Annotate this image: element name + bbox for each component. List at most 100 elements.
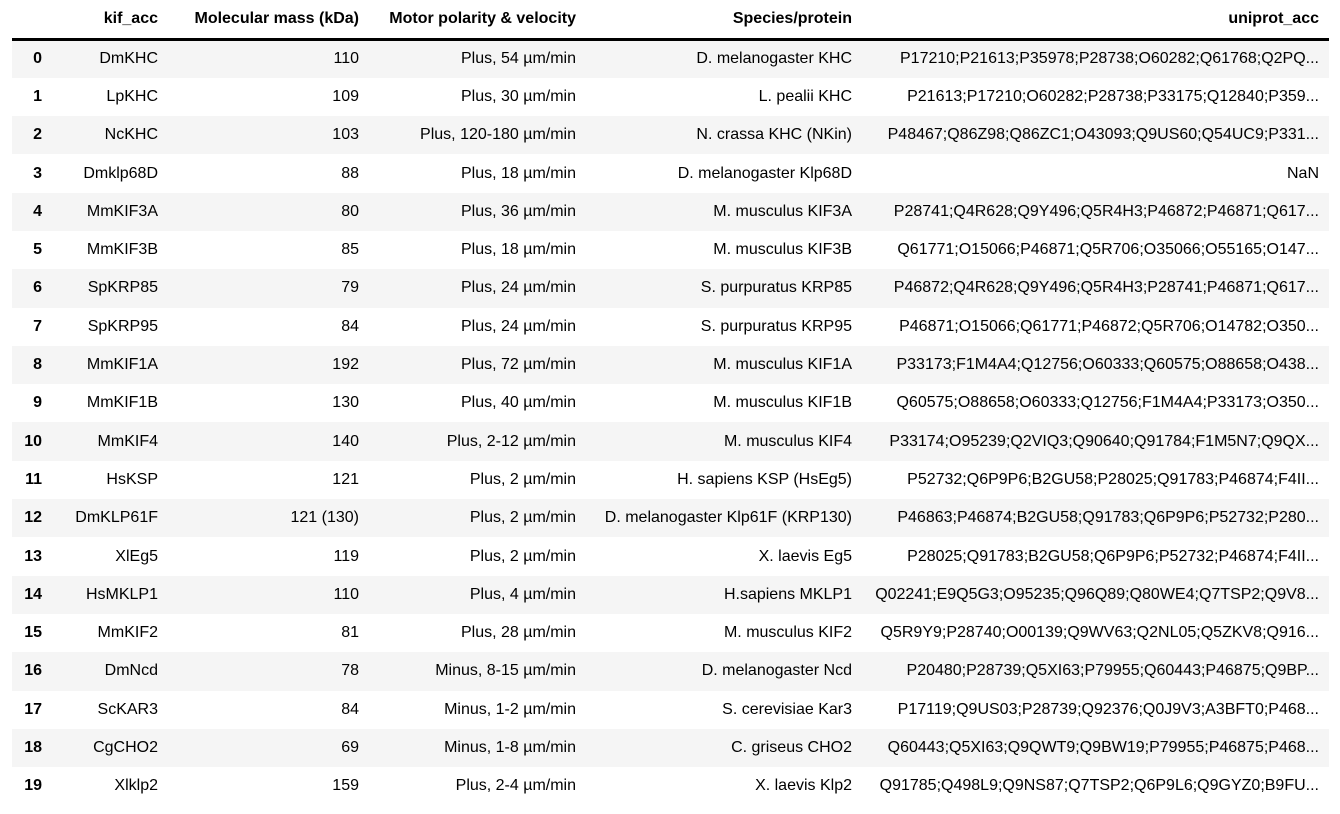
cell-species-protein: X. laevis Eg5 — [758, 547, 852, 565]
cell-molecular-mass: 79 — [341, 279, 359, 297]
cell-uniprot-acc: P17119;Q9US03;P28739;Q92376;Q0J9V3;A3BFT… — [897, 700, 1319, 718]
row-index: 12 — [24, 509, 42, 527]
cell-uniprot-acc: P33173;F1M4A4;Q12756;O60333;Q60575;O8865… — [896, 356, 1319, 374]
row-index: 7 — [33, 317, 42, 335]
table-row: 13 XlEg5 119 Plus, 2 µm/min X. laevis Eg5 P28… — [12, 537, 1329, 575]
cell-kif-acc: CgCHO2 — [93, 738, 158, 756]
cell-species-protein: M. musculus KIF3A — [713, 202, 852, 220]
row-index: 13 — [24, 547, 42, 565]
table-row: 5 MmKIF3B 85 Plus, 18 µm/min M. musculus KIF… — [12, 231, 1329, 269]
cell-motor-polarity: Plus, 2 µm/min — [469, 547, 576, 565]
column-header-species-protein: Species/protein — [586, 0, 862, 41]
row-index: 5 — [33, 241, 42, 259]
cell-species-protein: X. laevis Klp2 — [755, 777, 852, 795]
row-index: 17 — [24, 700, 42, 718]
cell-molecular-mass: 119 — [333, 547, 359, 565]
cell-motor-polarity: Plus, 54 µm/min — [460, 50, 576, 68]
cell-species-protein: C. griseus CHO2 — [731, 738, 852, 756]
cell-species-protein: M. musculus KIF4 — [723, 432, 852, 450]
cell-kif-acc: LpKHC — [106, 87, 158, 105]
cell-molecular-mass: 103 — [332, 126, 359, 144]
cell-kif-acc: DmKHC — [99, 50, 158, 68]
cell-molecular-mass: 192 — [332, 356, 359, 374]
column-header-uniprot-acc: uniprot_acc — [862, 0, 1329, 41]
table-row: 10 MmKIF4 140 Plus, 2-12 µm/min M. musculus … — [12, 422, 1329, 461]
cell-species-protein: D. melanogaster Klp68D — [677, 164, 852, 182]
cell-motor-polarity: Plus, 24 µm/min — [460, 317, 576, 335]
table-header: kif_acc Molecular mass (kDa) Motor polar… — [12, 0, 1329, 41]
cell-uniprot-acc: P28025;Q91783;B2GU58;Q6P9P6;P52732;P4687… — [907, 547, 1319, 565]
cell-motor-polarity: Plus, 30 µm/min — [460, 87, 576, 105]
table-row: 12 DmKLP61F 121 (130) Plus, 2 µm/min D. mela… — [12, 499, 1329, 538]
cell-uniprot-acc: P20480;P28739;Q5XI63;P79955;Q60443;P4687… — [906, 662, 1319, 680]
cell-kif-acc: NcKHC — [104, 126, 158, 144]
table-row: 18 CgCHO2 69 Minus, 1-8 µm/min C. griseus CH… — [12, 728, 1329, 768]
cell-kif-acc: Dmklp68D — [83, 164, 158, 182]
row-index: 3 — [33, 164, 42, 182]
table-row: 14 HsMKLP1 110 Plus, 4 µm/min H.sapiens MKLP… — [12, 575, 1329, 614]
cell-uniprot-acc: Q60443;Q5XI63;Q9QWT9;Q9BW19;P79955;P4687… — [887, 738, 1319, 756]
cell-kif-acc: SpKRP85 — [87, 279, 158, 297]
cell-molecular-mass: 121 — [332, 470, 359, 488]
cell-species-protein: S. cerevisiae Kar3 — [722, 700, 852, 718]
cell-molecular-mass: 85 — [341, 241, 359, 259]
cell-kif-acc: XlEg5 — [115, 547, 158, 565]
table-body: 0 DmKHC 110 Plus, 54 µm/min D. melanogaster … — [12, 39, 1329, 806]
cell-molecular-mass: 109 — [332, 87, 359, 105]
header-row: kif_acc Molecular mass (kDa) Motor polar… — [12, 0, 1329, 41]
cell-uniprot-acc: P46872;Q4R628;Q9Y496;Q5R4H3;P28741;P4687… — [893, 279, 1319, 297]
row-index: 4 — [33, 202, 42, 220]
row-index: 15 — [24, 624, 42, 642]
row-index: 9 — [33, 394, 42, 412]
cell-molecular-mass: 140 — [332, 432, 359, 450]
cell-kif-acc: MmKIF1A — [86, 356, 158, 374]
cell-molecular-mass: 110 — [333, 50, 359, 68]
cell-molecular-mass: 84 — [341, 700, 359, 718]
column-header-molecular-mass: Molecular mass (kDa) — [168, 0, 369, 41]
table-row: 4 MmKIF3A 80 Plus, 36 µm/min M. musculus KIF… — [12, 192, 1329, 231]
cell-species-protein: H.sapiens MKLP1 — [723, 585, 852, 603]
cell-uniprot-acc: P28741;Q4R628;Q9Y496;Q5R4H3;P46872;P4687… — [893, 202, 1319, 220]
cell-molecular-mass: 130 — [332, 394, 359, 412]
cell-species-protein: L. pealii KHC — [758, 87, 852, 105]
cell-species-protein: H. sapiens KSP (HsEg5) — [677, 470, 852, 488]
cell-uniprot-acc: Q60575;O88658;O60333;Q12756;F1M4A4;P3317… — [896, 394, 1319, 412]
cell-uniprot-acc: Q5R9Y9;P28740;O00139;Q9WV63;Q2NL05;Q5ZKV… — [880, 624, 1319, 642]
cell-species-protein: M. musculus KIF1B — [713, 394, 852, 412]
table-row: 19 Xlklp2 159 Plus, 2-4 µm/min X. laevis Klp… — [12, 767, 1329, 805]
table-row: 16 DmNcd 78 Minus, 8-15 µm/min D. melanogast… — [12, 652, 1329, 691]
table-row: 2 NcKHC 103 Plus, 120-180 µm/min N. crassa K… — [12, 116, 1329, 155]
table-row: 7 SpKRP95 84 Plus, 24 µm/min S. purpuratus K… — [12, 308, 1329, 346]
cell-uniprot-acc: P17210;P21613;P35978;P28738;O60282;Q6176… — [900, 50, 1319, 68]
cell-species-protein: N. crassa KHC (NKin) — [696, 126, 852, 144]
cell-motor-polarity: Plus, 40 µm/min — [460, 394, 576, 412]
cell-kif-acc: ScKAR3 — [97, 700, 158, 718]
row-index: 16 — [24, 662, 42, 680]
cell-motor-polarity: Plus, 36 µm/min — [460, 202, 576, 220]
cell-uniprot-acc: Q61771;O15066;P46871;Q5R706;O35066;O5516… — [897, 241, 1319, 259]
cell-motor-polarity: Plus, 2-4 µm/min — [455, 777, 576, 795]
cell-motor-polarity: Plus, 120-180 µm/min — [420, 126, 576, 144]
cell-motor-polarity: Plus, 2 µm/min — [469, 509, 576, 527]
column-header-motor-polarity: Motor polarity & velocity — [369, 0, 586, 41]
table-row: 8 MmKIF1A 192 Plus, 72 µm/min M. musculus KI… — [12, 345, 1329, 385]
cell-uniprot-acc: P33174;O95239;Q2VIQ3;Q90640;Q91784;F1M5N… — [889, 432, 1319, 450]
row-index: 11 — [25, 470, 42, 488]
cell-motor-polarity: Plus, 72 µm/min — [460, 356, 576, 374]
table-row: 15 MmKIF2 81 Plus, 28 µm/min M. musculus KIF… — [12, 614, 1329, 652]
cell-motor-polarity: Plus, 4 µm/min — [469, 585, 576, 603]
row-index: 8 — [33, 356, 42, 374]
cell-motor-polarity: Plus, 24 µm/min — [460, 279, 576, 297]
cell-uniprot-acc: Q91785;Q498L9;Q9NS87;Q7TSP2;Q6P9L6;Q9GYZ… — [879, 777, 1319, 795]
table-row: 17 ScKAR3 84 Minus, 1-2 µm/min S. cerevisiae… — [12, 691, 1329, 729]
cell-uniprot-acc: P46871;O15066;Q61771;P46872;Q5R706;O1478… — [899, 317, 1319, 335]
cell-motor-polarity: Plus, 18 µm/min — [460, 164, 576, 182]
cell-molecular-mass: 69 — [341, 738, 359, 756]
cell-molecular-mass: 110 — [333, 585, 359, 603]
cell-kif-acc: MmKIF1B — [86, 394, 158, 412]
column-header-kif-acc: kif_acc — [52, 0, 168, 41]
row-index: 0 — [33, 50, 42, 68]
dataframe-container: kif_acc Molecular mass (kDa) Motor polar… — [12, 0, 1329, 805]
cell-species-protein: M. musculus KIF1A — [713, 356, 852, 374]
cell-motor-polarity: Minus, 8-15 µm/min — [435, 662, 576, 680]
